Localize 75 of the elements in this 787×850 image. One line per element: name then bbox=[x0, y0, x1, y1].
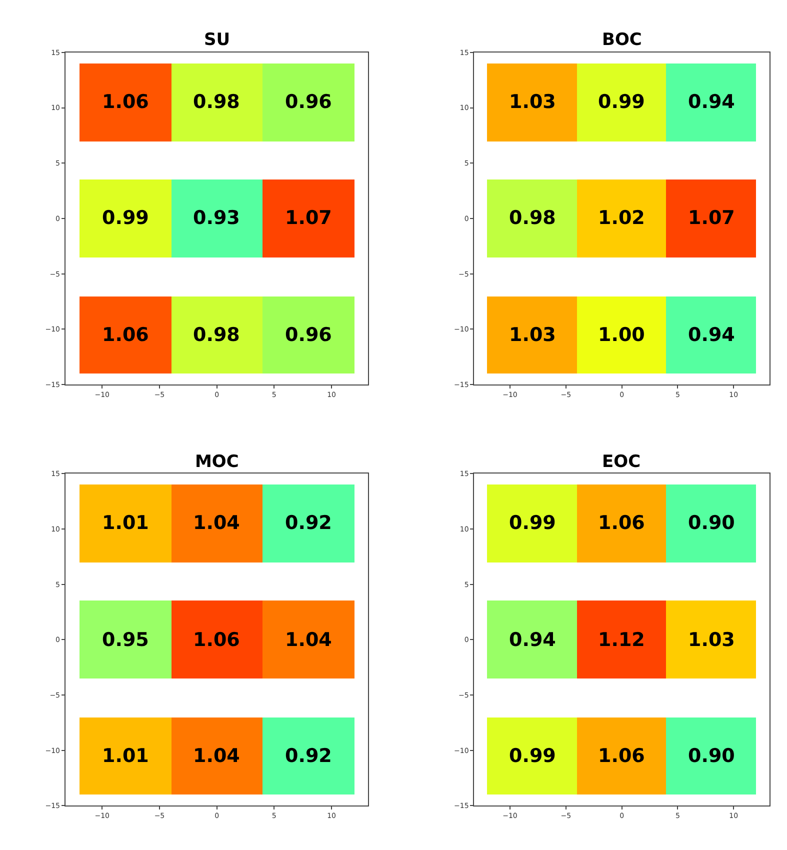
annotation: 0.94 bbox=[688, 324, 735, 346]
chart-title: MOC bbox=[195, 452, 239, 472]
bar bbox=[577, 484, 666, 563]
bar bbox=[79, 484, 172, 563]
bar bbox=[666, 484, 756, 563]
annotation: 0.98 bbox=[509, 207, 556, 229]
annotation: 1.12 bbox=[598, 629, 645, 651]
annotation: 1.06 bbox=[193, 629, 240, 651]
bar bbox=[487, 63, 578, 142]
annotation: 0.90 bbox=[688, 512, 735, 534]
bar bbox=[666, 179, 756, 258]
annotation: 0.94 bbox=[509, 629, 556, 651]
annotation: 0.96 bbox=[285, 91, 332, 113]
annotation: 0.98 bbox=[193, 91, 240, 113]
annotation: 1.04 bbox=[285, 629, 332, 651]
annotation: 0.92 bbox=[285, 745, 332, 767]
annotation: 0.96 bbox=[285, 324, 332, 346]
chart-title: SU bbox=[204, 30, 230, 50]
annotation: 0.94 bbox=[688, 91, 735, 113]
annotation: 1.03 bbox=[688, 629, 735, 651]
annotation: 1.02 bbox=[598, 207, 645, 229]
bar bbox=[171, 179, 262, 258]
bar bbox=[487, 600, 578, 679]
bar bbox=[577, 179, 666, 258]
annotation: 0.99 bbox=[509, 512, 556, 534]
annotation: 1.00 bbox=[598, 324, 645, 346]
annotation: 0.98 bbox=[193, 324, 240, 346]
annotation: 1.06 bbox=[102, 324, 149, 346]
annotation: 0.99 bbox=[509, 745, 556, 767]
bar bbox=[666, 296, 756, 374]
annotation: 0.95 bbox=[102, 629, 149, 651]
bar bbox=[262, 179, 354, 258]
bar bbox=[666, 63, 756, 142]
bar bbox=[262, 63, 354, 142]
annotation: 0.99 bbox=[102, 207, 149, 229]
bar bbox=[487, 296, 578, 374]
bar bbox=[171, 63, 262, 142]
bar bbox=[171, 718, 262, 795]
bar bbox=[487, 179, 578, 258]
annotation: 1.06 bbox=[102, 91, 149, 113]
annotation: 1.01 bbox=[102, 745, 149, 767]
bar bbox=[79, 600, 172, 679]
annotation: 1.07 bbox=[285, 207, 332, 229]
annotation: 1.06 bbox=[598, 512, 645, 534]
bar bbox=[171, 484, 262, 563]
annotation: 0.90 bbox=[688, 745, 735, 767]
annotation: 1.03 bbox=[509, 324, 556, 346]
bar bbox=[79, 179, 172, 258]
bar bbox=[666, 718, 756, 795]
bar bbox=[262, 296, 354, 374]
annotation: 0.93 bbox=[193, 207, 240, 229]
annotation: 1.04 bbox=[193, 512, 240, 534]
bar bbox=[79, 718, 172, 795]
bar bbox=[577, 718, 666, 795]
bar bbox=[487, 718, 578, 795]
annotation: 1.07 bbox=[688, 207, 735, 229]
bar bbox=[262, 718, 354, 795]
chart-title: BOC bbox=[602, 30, 642, 50]
annotation: 1.04 bbox=[193, 745, 240, 767]
bar bbox=[577, 296, 666, 374]
bar bbox=[79, 296, 172, 374]
bar bbox=[577, 63, 666, 142]
bar bbox=[171, 600, 262, 679]
annotation: 1.03 bbox=[509, 91, 556, 113]
chart-title: EOC bbox=[602, 452, 641, 472]
bar bbox=[577, 600, 666, 679]
bar bbox=[262, 484, 354, 563]
bar bbox=[666, 600, 756, 679]
bar bbox=[487, 484, 578, 563]
annotation: 1.01 bbox=[102, 512, 149, 534]
annotation: 0.92 bbox=[285, 512, 332, 534]
annotation: 1.06 bbox=[598, 745, 645, 767]
bar bbox=[171, 296, 262, 374]
bar bbox=[79, 63, 172, 142]
annotation: 0.99 bbox=[598, 91, 645, 113]
